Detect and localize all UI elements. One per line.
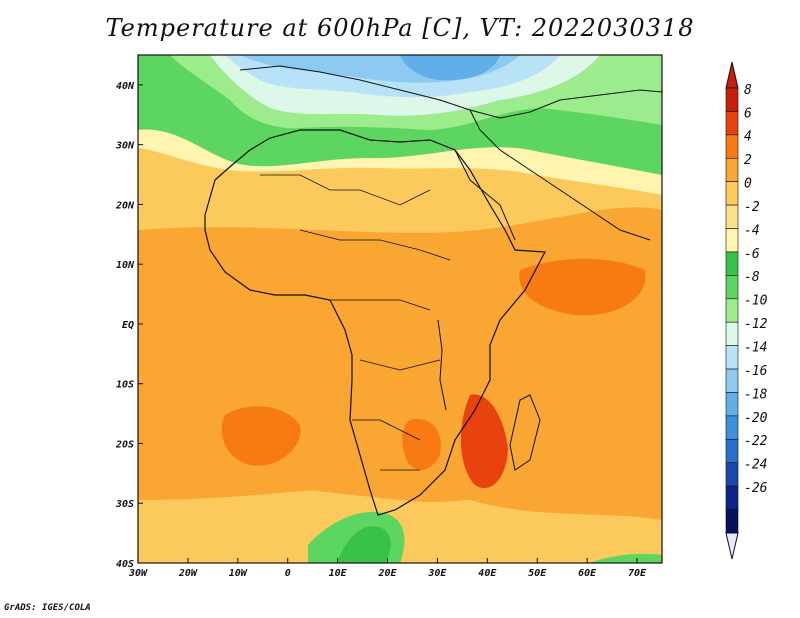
colorbar-swatch bbox=[725, 485, 739, 510]
lon-tick-label: 60E bbox=[578, 568, 597, 579]
lat-tick-label: 10N bbox=[116, 260, 135, 271]
lon-tick-label: 40E bbox=[478, 568, 497, 579]
lat-tick-label: 20S bbox=[115, 439, 134, 450]
colorbar-label: -10 bbox=[744, 294, 768, 309]
latitude-axis: 40N 30N 20N 10N EQ 10S 20S 30S 40S bbox=[115, 81, 143, 570]
lat-tick-label: 10S bbox=[116, 380, 134, 391]
colorbar-swatch bbox=[725, 204, 739, 229]
colorbar-label: -20 bbox=[744, 411, 768, 426]
lon-tick-label: 30W bbox=[128, 568, 148, 579]
colorbar-label: -6 bbox=[744, 247, 760, 262]
colorbar-top-arrow bbox=[725, 61, 739, 89]
colorbar: 8 6 4 2 0 -2 -4 -6 -8 -10 -12 -14 -16 -18 -20 -22 -24 -26 bbox=[725, 61, 768, 560]
longitude-axis: 30W 20W 10W 0 10E 20E 30E 40E 50E 60E 70E bbox=[128, 558, 647, 579]
lon-tick-label: 20W bbox=[178, 568, 198, 579]
lon-tick-label: 70E bbox=[628, 568, 647, 579]
temperature-field bbox=[138, 55, 662, 563]
colorbar-label: -24 bbox=[744, 458, 767, 473]
colorbar-label: -2 bbox=[744, 200, 760, 215]
colorbar-swatch bbox=[725, 439, 739, 464]
colorbar-label: -16 bbox=[744, 364, 768, 379]
colorbar-label: -8 bbox=[744, 270, 760, 285]
colorbar-label: 2 bbox=[744, 153, 752, 168]
map-title: Temperature at 600hPa [C], VT: 202203031… bbox=[105, 14, 695, 42]
colorbar-swatch bbox=[725, 462, 739, 487]
colorbar-label: 8 bbox=[744, 83, 752, 98]
colorbar-swatch bbox=[725, 157, 739, 182]
colorbar-swatch bbox=[725, 368, 739, 393]
lat-tick-label: 30S bbox=[115, 499, 134, 510]
colorbar-bottom-arrow bbox=[725, 532, 739, 560]
lat-tick-label: 30N bbox=[115, 141, 135, 152]
colorbar-swatch bbox=[725, 181, 739, 206]
lat-tick-label: EQ bbox=[122, 320, 134, 331]
colorbar-swatch bbox=[725, 509, 739, 534]
colorbar-swatch bbox=[725, 298, 739, 323]
lat-tick-label: 40S bbox=[116, 559, 134, 570]
lat-tick-label: 20N bbox=[115, 200, 135, 211]
colorbar-label: -14 bbox=[744, 340, 767, 355]
lat-tick-label: 40N bbox=[116, 81, 135, 92]
colorbar-label: 0 bbox=[744, 177, 752, 192]
colorbar-label: -18 bbox=[744, 387, 768, 402]
colorbar-swatch bbox=[725, 392, 739, 417]
plot-frame bbox=[137, 54, 663, 564]
colorbar-swatch bbox=[725, 321, 739, 346]
colorbar-swatch bbox=[725, 228, 739, 253]
lon-tick-label: 30E bbox=[427, 568, 447, 579]
colorbar-swatch bbox=[725, 415, 739, 440]
colorbar-swatch bbox=[725, 345, 739, 370]
colorbar-label: 4 bbox=[744, 130, 752, 145]
colorbar-label: -26 bbox=[744, 481, 768, 496]
credit-text: GrADS: IGES/COLA bbox=[4, 603, 91, 613]
colorbar-swatch bbox=[725, 134, 739, 159]
colorbar-label: -22 bbox=[744, 434, 768, 449]
lon-tick-label: 10E bbox=[329, 568, 348, 579]
colorbar-swatch bbox=[725, 251, 739, 276]
colorbar-label: -4 bbox=[744, 223, 760, 238]
colorbar-label: 6 bbox=[744, 106, 752, 121]
colorbar-swatch bbox=[725, 87, 739, 112]
colorbar-swatch bbox=[725, 275, 739, 300]
lon-tick-label: 0 bbox=[285, 568, 291, 579]
colorbar-swatch bbox=[725, 111, 739, 136]
lon-tick-label: 50E bbox=[528, 568, 547, 579]
lon-tick-label: 20E bbox=[377, 568, 397, 579]
colorbar-label: -12 bbox=[744, 317, 768, 332]
lon-tick-label: 10W bbox=[229, 568, 248, 579]
